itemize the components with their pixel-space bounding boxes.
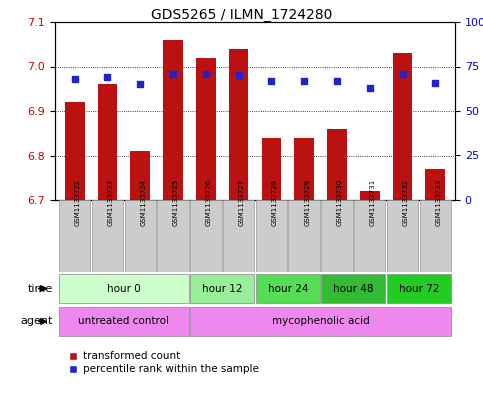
- Bar: [256, 274, 320, 303]
- Point: [333, 77, 341, 84]
- Point: [268, 77, 275, 84]
- Text: GSM1133730: GSM1133730: [337, 178, 343, 226]
- Text: GSM1133724: GSM1133724: [140, 179, 146, 226]
- Bar: [294, 138, 314, 200]
- Text: hour 72: hour 72: [398, 283, 439, 294]
- Bar: [196, 58, 215, 200]
- Bar: [190, 307, 451, 336]
- Bar: [262, 138, 281, 200]
- Bar: [65, 102, 85, 200]
- Text: hour 0: hour 0: [107, 283, 141, 294]
- Text: GSM1133726: GSM1133726: [206, 178, 212, 226]
- Bar: [354, 200, 385, 272]
- Text: GSM1133733: GSM1133733: [435, 178, 441, 226]
- Bar: [125, 200, 156, 272]
- Text: GSM1133723: GSM1133723: [107, 178, 114, 226]
- Legend: transformed count, percentile rank within the sample: transformed count, percentile rank withi…: [65, 347, 263, 379]
- Point: [136, 81, 144, 88]
- Bar: [288, 200, 320, 272]
- Bar: [157, 200, 189, 272]
- Text: hour 12: hour 12: [202, 283, 242, 294]
- Text: GSM1133725: GSM1133725: [173, 179, 179, 226]
- Text: hour 24: hour 24: [268, 283, 308, 294]
- Point: [300, 77, 308, 84]
- Bar: [190, 200, 222, 272]
- Bar: [420, 200, 451, 272]
- Point: [169, 70, 177, 77]
- Text: GSM1133728: GSM1133728: [271, 178, 277, 226]
- Point: [366, 85, 374, 91]
- Text: GSM1133731: GSM1133731: [370, 178, 376, 226]
- Bar: [92, 200, 123, 272]
- Text: GSM1133727: GSM1133727: [239, 178, 244, 226]
- Point: [71, 76, 79, 82]
- Bar: [130, 151, 150, 200]
- Bar: [360, 191, 380, 200]
- Bar: [426, 169, 445, 200]
- Bar: [387, 200, 418, 272]
- Text: GSM1133732: GSM1133732: [402, 178, 409, 226]
- Bar: [256, 200, 287, 272]
- Point: [431, 79, 439, 86]
- Bar: [59, 200, 90, 272]
- Text: untreated control: untreated control: [78, 316, 170, 327]
- Point: [235, 72, 242, 79]
- Bar: [321, 274, 385, 303]
- Text: GSM1133729: GSM1133729: [304, 178, 310, 226]
- Bar: [321, 200, 353, 272]
- Bar: [223, 200, 255, 272]
- Bar: [327, 129, 347, 200]
- Bar: [190, 274, 255, 303]
- Text: mycophenolic acid: mycophenolic acid: [272, 316, 369, 327]
- Bar: [387, 274, 451, 303]
- Bar: [98, 84, 117, 200]
- Text: hour 48: hour 48: [333, 283, 374, 294]
- Point: [398, 70, 406, 77]
- Text: time: time: [28, 283, 53, 294]
- Text: GDS5265 / ILMN_1724280: GDS5265 / ILMN_1724280: [151, 8, 332, 22]
- Text: GSM1133722: GSM1133722: [75, 179, 81, 226]
- Point: [103, 74, 111, 80]
- Bar: [59, 307, 189, 336]
- Bar: [393, 53, 412, 200]
- Bar: [59, 274, 189, 303]
- Bar: [163, 40, 183, 200]
- Bar: [229, 49, 248, 200]
- Text: agent: agent: [21, 316, 53, 327]
- Point: [202, 70, 210, 77]
